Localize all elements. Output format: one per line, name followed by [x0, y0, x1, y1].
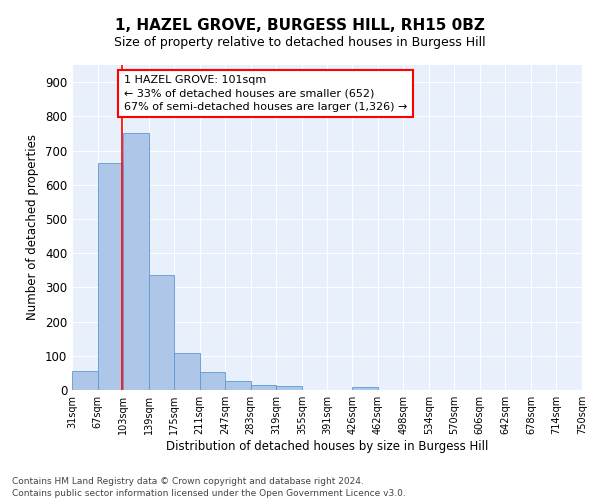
- Bar: [200, 372, 225, 390]
- X-axis label: Distribution of detached houses by size in Burgess Hill: Distribution of detached houses by size …: [166, 440, 488, 453]
- Bar: [225, 382, 251, 390]
- Bar: [123, 134, 149, 390]
- Text: 1 HAZEL GROVE: 101sqm
← 33% of detached houses are smaller (652)
67% of semi-det: 1 HAZEL GROVE: 101sqm ← 33% of detached …: [124, 76, 407, 112]
- Y-axis label: Number of detached properties: Number of detached properties: [26, 134, 40, 320]
- Text: 1, HAZEL GROVE, BURGESS HILL, RH15 0BZ: 1, HAZEL GROVE, BURGESS HILL, RH15 0BZ: [115, 18, 485, 32]
- Bar: [276, 386, 302, 390]
- Bar: [352, 388, 378, 390]
- Text: Size of property relative to detached houses in Burgess Hill: Size of property relative to detached ho…: [114, 36, 486, 49]
- Text: Contains HM Land Registry data © Crown copyright and database right 2024.
Contai: Contains HM Land Registry data © Crown c…: [12, 476, 406, 498]
- Bar: [72, 371, 98, 390]
- Bar: [251, 384, 276, 390]
- Bar: [149, 276, 174, 390]
- Bar: [98, 162, 123, 390]
- Bar: [174, 353, 200, 390]
